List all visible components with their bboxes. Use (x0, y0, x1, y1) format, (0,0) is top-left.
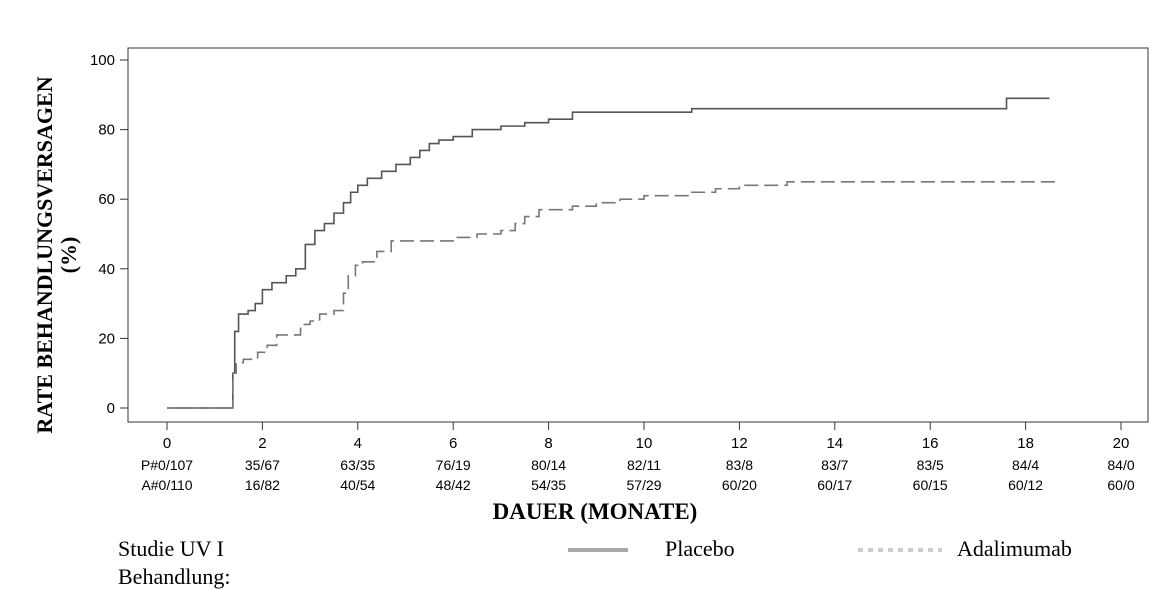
x-tick-label: 14 (826, 435, 843, 452)
risk-row-label: P#0/107 (141, 457, 193, 473)
y-tick-label: 40 (98, 261, 115, 278)
y-tick-label: 0 (107, 400, 115, 417)
risk-cell: 60/15 (913, 477, 948, 493)
x-tick-label: 4 (354, 435, 362, 452)
y-tick-label: 80 (98, 122, 115, 139)
risk-row-label: A#0/110 (141, 477, 192, 493)
risk-table: P#0/107 35/67 63/35 76/19 80/14 82/11 83/8 83/7… (141, 457, 1135, 493)
x-axis: 0 2 4 6 8 10 12 14 16 18 20 (163, 422, 1130, 452)
x-tick-label: 0 (163, 435, 171, 452)
risk-cell: 82/11 (627, 457, 661, 473)
y-axis-title-line2: (%) (56, 237, 81, 274)
risk-cell: 57/29 (626, 477, 661, 493)
legend-placebo-label: Placebo (665, 536, 735, 561)
risk-cell: 80/14 (531, 457, 566, 473)
risk-cell: 60/20 (722, 477, 757, 493)
x-tick-label: 18 (1017, 435, 1034, 452)
risk-cell: 84/4 (1012, 457, 1039, 473)
risk-cell: 60/12 (1008, 477, 1043, 493)
legend: Studie UV I Behandlung: Placebo Adalimum… (118, 536, 1072, 589)
x-tick-label: 16 (922, 435, 939, 452)
y-axis-title-line1: RATE BEHANDLUNGSVERSAGEN (32, 76, 57, 433)
x-tick-label: 20 (1113, 435, 1130, 452)
risk-cell: 60/17 (817, 477, 852, 493)
risk-cell: 63/35 (340, 457, 375, 473)
risk-cell: 83/8 (726, 457, 753, 473)
risk-cell: 35/67 (245, 457, 280, 473)
legend-title: Studie UV I (118, 536, 224, 561)
risk-cell: 16/82 (245, 477, 280, 493)
x-tick-label: 6 (449, 435, 457, 452)
risk-cell: 48/42 (436, 477, 471, 493)
y-tick-label: 100 (90, 52, 115, 69)
x-tick-label: 8 (544, 435, 552, 452)
series-adalimumab-line (167, 181, 1059, 409)
y-axis: 0 20 40 60 80 100 (90, 52, 128, 417)
risk-cell: 83/5 (917, 457, 944, 473)
series-layer (167, 97, 1059, 409)
risk-cell: 40/54 (340, 477, 375, 493)
risk-cell: 54/35 (531, 477, 566, 493)
legend-adalimumab-label: Adalimumab (957, 536, 1072, 561)
x-tick-label: 10 (636, 435, 653, 452)
plot-frame (127, 47, 1149, 423)
risk-cell: 76/19 (436, 457, 471, 473)
x-tick-label: 12 (731, 435, 748, 452)
x-tick-label: 2 (258, 435, 266, 452)
risk-cell: 60/0 (1107, 477, 1134, 493)
risk-cell: 83/7 (821, 457, 848, 473)
y-tick-label: 60 (98, 191, 115, 208)
risk-cell: 84/0 (1107, 457, 1134, 473)
x-axis-title: DAUER (MONATE) (493, 499, 698, 524)
series-placebo-line (167, 97, 1050, 409)
legend-subtitle: Behandlung: (118, 564, 230, 589)
y-tick-label: 20 (98, 330, 115, 347)
